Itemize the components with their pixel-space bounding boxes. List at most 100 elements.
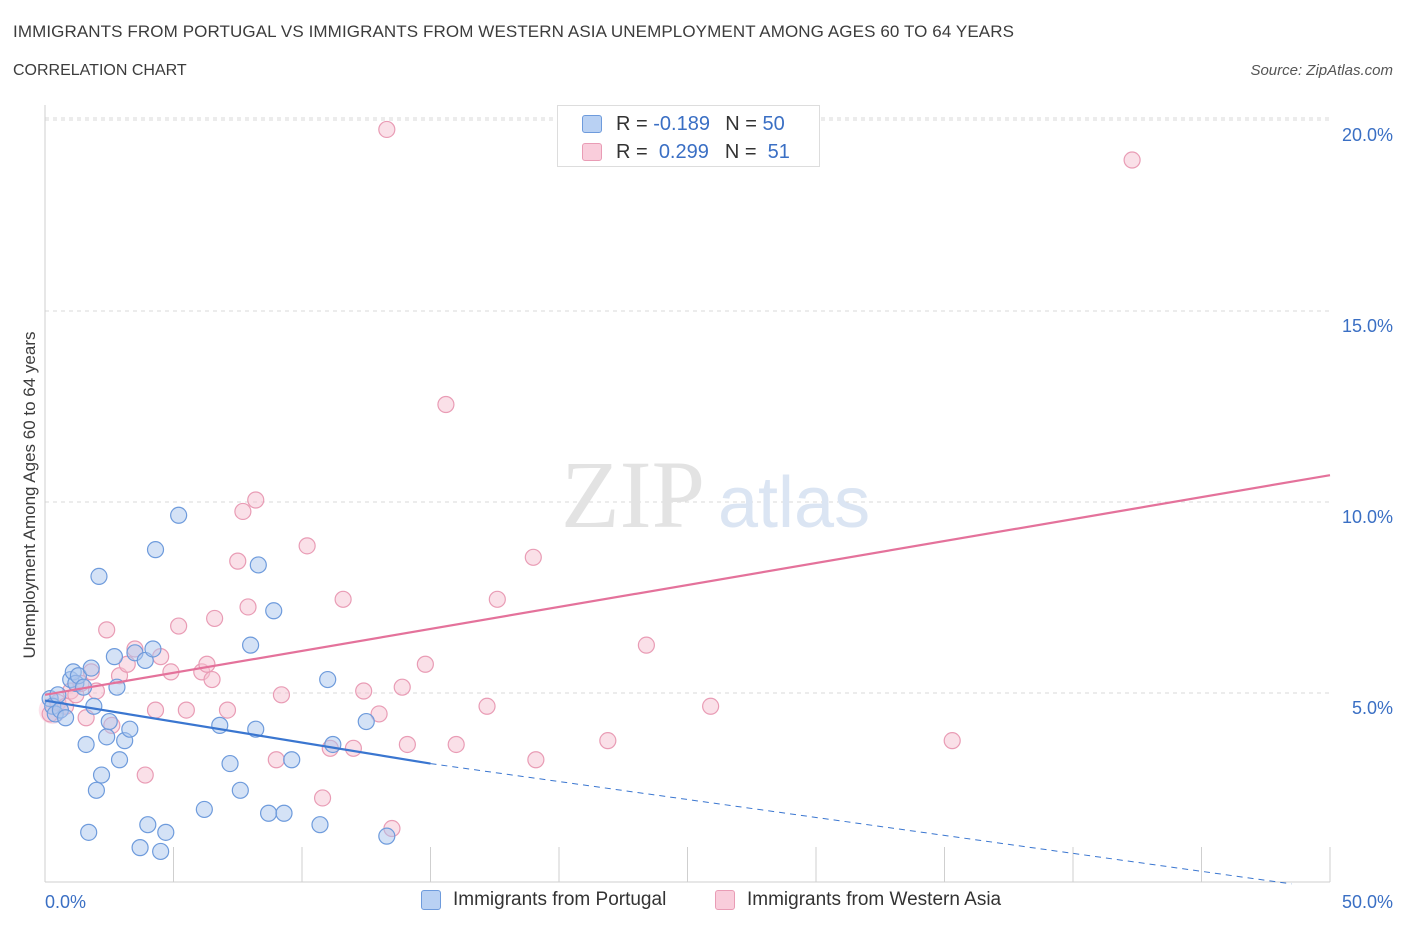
legend-item-portugal: Immigrants from Portugal — [421, 889, 666, 911]
chart-subtitle: CORRELATION CHART — [13, 62, 187, 79]
portugal-point — [82, 659, 100, 677]
western-asia-trend-line — [44, 474, 1331, 696]
western-asia-point — [206, 609, 224, 628]
portugal-point — [110, 751, 129, 769]
watermark: ZIP atlas — [561, 441, 870, 548]
portugal-point — [324, 735, 342, 754]
portugal-point — [242, 636, 260, 654]
watermark-atlas: atlas — [718, 463, 870, 543]
western-asia-point — [234, 502, 252, 521]
portugal-point — [85, 697, 103, 715]
portugal-trend-line — [44, 699, 431, 765]
portugal-point — [121, 720, 139, 738]
portugal-point — [105, 648, 123, 666]
portugal-point — [231, 781, 249, 799]
western-asia-point — [198, 655, 216, 673]
western-asia-point — [437, 395, 455, 414]
portugal-point — [195, 800, 213, 819]
portugal-point — [92, 766, 111, 784]
western-asia-point — [203, 670, 221, 689]
western-asia-point — [334, 590, 352, 608]
portugal-point — [283, 751, 301, 769]
portugal-point — [170, 506, 188, 524]
watermark-zip: ZIP — [561, 441, 705, 548]
legend-r-label: R = — [616, 112, 648, 135]
western-asia-point — [599, 732, 617, 750]
western-asia-point — [239, 598, 257, 616]
legend-n-value: 51 — [767, 140, 790, 163]
western-asia-point — [416, 655, 434, 673]
western-asia-point — [398, 735, 416, 754]
legend-swatch-blue — [421, 890, 441, 910]
portugal-point — [56, 709, 75, 727]
portugal-point — [77, 735, 95, 754]
legend-r-value: -0.189 — [653, 112, 710, 135]
portugal-point — [100, 712, 118, 731]
western-asia-point — [313, 789, 332, 807]
portugal-point — [221, 754, 239, 773]
y-tick-label: 5.0% — [1352, 698, 1393, 718]
tick-labels: 5.0% 10.0% 15.0% 20.0% 0.0% 50.0% — [45, 125, 1393, 912]
western-asia-point — [177, 701, 195, 719]
portugal-point — [98, 728, 116, 746]
source-label: Source: ZipAtlas.com — [1250, 62, 1393, 79]
legend-label-portugal: Immigrants from Portugal — [453, 889, 667, 910]
y-tick-label: 15.0% — [1342, 316, 1393, 336]
legend-item-western-asia: Immigrants from Western Asia — [715, 889, 1001, 911]
portugal-points — [41, 506, 396, 861]
trend-lines — [44, 474, 1331, 885]
western-asia-point — [637, 636, 655, 654]
western-asia-point — [527, 751, 545, 769]
western-asia-point — [524, 548, 542, 566]
y-tick-label: 20.0% — [1342, 125, 1393, 145]
western-asia-point — [170, 617, 188, 635]
portugal-point — [265, 602, 283, 620]
portugal-point — [357, 712, 375, 731]
western-asia-point — [447, 735, 465, 754]
series-legend: Immigrants from Portugal Immigrants from… — [0, 889, 1406, 915]
portugal-point — [249, 556, 267, 574]
portugal-point — [80, 823, 98, 841]
western-asia-point — [267, 751, 285, 769]
western-asia-point — [247, 491, 265, 509]
western-asia-point — [218, 701, 237, 719]
legend-label-western-asia: Immigrants from Western Asia — [747, 889, 1002, 910]
legend-row-western-asia: R = 0.299 N = 51 — [582, 141, 790, 163]
legend-n-label: N = — [725, 112, 757, 135]
chart-title: IMMIGRANTS FROM PORTUGAL VS IMMIGRANTS F… — [13, 22, 1015, 41]
legend-swatch-pink — [715, 890, 735, 910]
y-axis-label: Unemployment Among Ages 60 to 64 years — [20, 332, 39, 659]
portugal-trend-extension — [430, 763, 1292, 885]
western-asia-point — [393, 678, 411, 696]
legend-swatch-blue — [582, 115, 602, 133]
portugal-point — [139, 816, 157, 834]
x-tick-label: 0.0% — [45, 892, 86, 912]
portugal-point — [378, 827, 396, 845]
portugal-point — [247, 720, 265, 738]
portugal-point — [311, 816, 329, 834]
western-asia-point — [702, 697, 720, 715]
western-asia-point — [146, 701, 165, 719]
portugal-point — [157, 823, 175, 841]
portugal-point — [87, 781, 106, 799]
western-asia-point — [478, 697, 496, 715]
legend-swatch-pink — [582, 143, 602, 161]
western-asia-point — [344, 739, 362, 757]
legend-r-label: R = — [616, 140, 648, 163]
legend-n-label: N = — [724, 140, 757, 163]
western-asia-point — [355, 682, 373, 700]
western-asia-point — [229, 552, 247, 570]
portugal-point — [259, 804, 278, 822]
legend-r-value: 0.299 — [658, 140, 709, 163]
axes — [44, 105, 1331, 883]
gridlines — [45, 117, 1330, 694]
western-asia-point — [298, 537, 316, 555]
western-asia-point — [136, 766, 154, 784]
western-asia-point — [1123, 151, 1141, 169]
x-tick-label: 50.0% — [1342, 892, 1393, 912]
western-asia-point — [943, 732, 961, 750]
portugal-point — [90, 567, 108, 586]
western-asia-point — [370, 705, 388, 723]
legend-row-portugal: R = -0.189 N = 50 — [582, 113, 785, 135]
